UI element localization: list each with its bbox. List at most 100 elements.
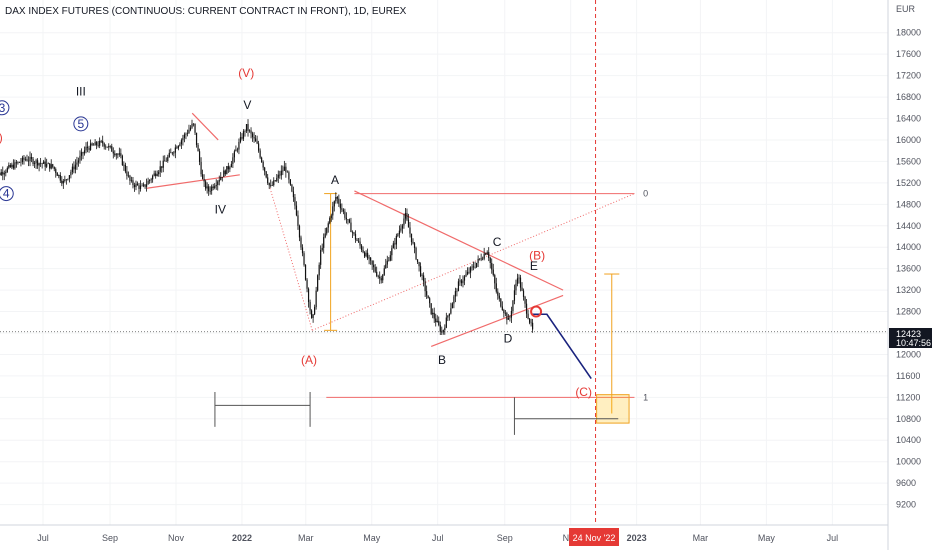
triangle-upper-line: [354, 190, 564, 291]
y-tick-label: 12000: [896, 349, 921, 359]
candle-body: [114, 153, 116, 156]
candle-body: [68, 175, 70, 179]
candle-body: [9, 165, 11, 168]
candle-body: [371, 260, 373, 265]
y-tick-label: 10400: [896, 435, 921, 445]
triangle-lower-line: [430, 294, 564, 347]
y-tick-label: 10800: [896, 414, 921, 424]
candle-body: [310, 310, 313, 318]
candle-body: [463, 276, 466, 281]
candle-body: [12, 164, 14, 169]
last-price-value: 12423: [896, 329, 921, 339]
candle-body: [264, 167, 266, 172]
candle-body: [294, 197, 296, 206]
candle-body: [52, 164, 54, 167]
wave-label: B: [438, 353, 446, 367]
candle-body: [504, 312, 506, 314]
x-tick-label: Sep: [497, 533, 513, 543]
candle-body: [64, 179, 66, 182]
candle-body: [351, 232, 354, 233]
y-tick-label: 9200: [896, 500, 916, 510]
x-tick-label: May: [363, 533, 381, 543]
candle-body: [494, 275, 496, 284]
fib-level-label: 0: [643, 189, 648, 199]
y-tick-label: 16800: [896, 92, 921, 102]
candle-body: [88, 147, 90, 150]
candle-body: [203, 178, 205, 182]
candle-body: [332, 206, 334, 216]
candle-body: [100, 140, 102, 142]
trendline-iv-lower: [146, 174, 240, 189]
x-tick-label: Nov: [168, 533, 185, 543]
candle-body: [279, 174, 281, 176]
candle-body: [376, 271, 378, 276]
y-tick-label: 11200: [896, 392, 920, 402]
candle-body: [317, 275, 319, 291]
candle-body: [457, 281, 460, 292]
candle-body: [267, 177, 269, 183]
candle-body: [74, 164, 77, 170]
candle-body: [21, 157, 24, 162]
candle-body: [200, 161, 202, 175]
x-tick-label: 2023: [627, 533, 647, 543]
candle-body: [158, 171, 160, 175]
candle-body: [354, 233, 357, 240]
candle-body: [188, 129, 190, 134]
candle-body: [123, 164, 125, 166]
y-tick-label: 10000: [896, 457, 921, 467]
candle-body: [15, 162, 17, 164]
candle-body: [407, 219, 410, 228]
y-tick-label: 18000: [896, 28, 921, 38]
candle-body: [6, 167, 8, 172]
candle-body: [8, 165, 10, 168]
candle-body: [112, 151, 114, 154]
candle-body: [227, 166, 229, 170]
candle-body: [433, 312, 435, 319]
candle-body: [109, 145, 111, 147]
candle-body: [429, 298, 431, 304]
candle-body: [139, 185, 142, 189]
candle-body: [435, 318, 437, 323]
candle-body: [333, 201, 335, 207]
candle-body: [532, 322, 534, 330]
candle-body: [356, 239, 358, 241]
candle-body: [460, 280, 463, 284]
candle-body: [162, 160, 164, 168]
chart-title: DAX INDEX FUTURES (CONTINUOUS: CURRENT C…: [5, 6, 407, 17]
candle-body: [515, 283, 517, 291]
candle-body: [94, 142, 96, 146]
currency-label: EUR: [896, 4, 916, 14]
candle-body: [182, 137, 184, 141]
candle-body: [89, 143, 92, 150]
candle-body: [500, 298, 502, 307]
candle-body: [274, 180, 276, 181]
candle-body: [288, 172, 290, 180]
candle-body: [380, 278, 382, 281]
price-axis[interactable]: 18000 17600 17200 16800 16400 16000 15600 15200…: [896, 28, 921, 510]
candle-body: [291, 184, 293, 192]
candle-body: [483, 253, 485, 259]
candle-body: [32, 158, 34, 164]
candle-body: [248, 130, 251, 132]
candle-body: [132, 180, 134, 185]
candle-body: [329, 218, 331, 224]
candle-body: [476, 262, 478, 267]
candle-body: [85, 146, 87, 151]
candle-body: [253, 137, 255, 139]
candle-body: [448, 313, 450, 316]
candle-body: [165, 161, 167, 162]
candle-body: [447, 315, 449, 318]
candle-body: [129, 175, 131, 181]
candle-body: [338, 198, 340, 204]
wave-label: (V): [238, 66, 254, 80]
x-tick-label: May: [758, 533, 776, 543]
candle-body: [270, 185, 272, 186]
x-tick-label: Jul: [432, 533, 444, 543]
candle-body: [111, 146, 113, 152]
candle-body: [156, 174, 158, 176]
candle-body: [350, 222, 352, 233]
candle-body: [23, 157, 25, 160]
wave-label-circle: [0, 100, 10, 116]
candle-body: [256, 141, 258, 144]
